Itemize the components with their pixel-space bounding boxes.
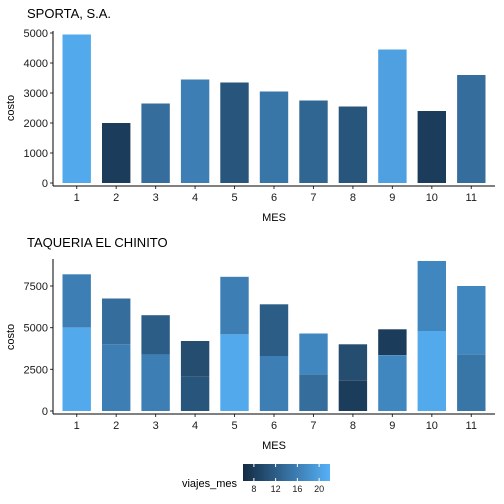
bar-mes-1-seg-1: [62, 327, 91, 411]
y-tick-label: 0: [42, 406, 48, 418]
panel-2: 1 2 3 4 5 6 7 8 9 10 11 0 2500 5000 7500: [24, 259, 495, 432]
bar-mes-5-seg-2: [220, 276, 249, 335]
x-tick-label: 2: [113, 192, 119, 204]
bar-mes-1-seg-2: [62, 274, 91, 328]
bar-mes-9-seg-1: [378, 49, 407, 183]
bar-mes-10-seg-2: [417, 261, 446, 331]
x-tick-label: 9: [389, 192, 395, 204]
panel1-ylabel: costo: [5, 95, 17, 121]
bar-mes-6-seg-2: [259, 304, 289, 356]
bar-mes-11-seg-1: [457, 75, 486, 183]
x-tick-label: 6: [271, 420, 277, 432]
x-tick-label: 8: [350, 192, 356, 204]
y-tick-label: 4000: [24, 58, 48, 70]
bar-mes-5-seg-1: [220, 82, 249, 183]
bar-mes-2-seg-2: [102, 298, 131, 345]
legend-tick-label: 12: [271, 484, 281, 494]
x-tick-label: 2: [113, 420, 119, 432]
x-tick-label: 6: [271, 192, 277, 204]
y-tick-label: 2500: [24, 364, 48, 376]
x-tick-label: 1: [74, 420, 80, 432]
panel-1: 1 2 3 4 5 6 7 8 9 10 11 0 1000 2000 3000 4000 5000: [24, 28, 495, 204]
bar-mes-4-seg-1: [180, 79, 210, 183]
bar-mes-9-seg-2: [378, 329, 407, 356]
bar-mes-11-seg-2: [457, 286, 486, 355]
panel1-title: SPORTA, S.A.: [27, 6, 111, 21]
bar-mes-1-seg-1: [62, 34, 91, 183]
x-tick-label: 4: [192, 192, 198, 204]
x-tick-label: 9: [389, 420, 395, 432]
legend-title: viajes_mes: [182, 478, 238, 490]
x-tick-label: 5: [231, 192, 237, 204]
x-tick-label: 10: [426, 420, 438, 432]
y-tick-label: 1000: [24, 148, 48, 160]
bar-mes-2-seg-1: [102, 344, 131, 411]
bar-mes-5-seg-1: [220, 334, 249, 411]
x-tick-label: 10: [426, 192, 438, 204]
y-tick-label: 5000: [24, 323, 48, 335]
legend-tick-label: 16: [292, 484, 302, 494]
y-tick-label: 2000: [24, 118, 48, 130]
bar-mes-3-seg-1: [141, 354, 170, 411]
panel2-xlabel: MES: [262, 440, 286, 452]
x-tick-label: 11: [466, 420, 477, 432]
bar-mes-3-seg-2: [141, 315, 170, 355]
bar-mes-3-seg-1: [141, 103, 170, 183]
y-tick-label: 0: [42, 178, 48, 190]
bar-mes-8-seg-2: [338, 344, 368, 381]
y-tick-label: 5000: [24, 28, 48, 40]
bar-mes-7-seg-1: [299, 100, 328, 183]
legend-tick-label: 8: [251, 484, 256, 494]
panel1-xlabel: MES: [262, 212, 286, 224]
x-tick-label: 8: [350, 420, 356, 432]
bar-mes-6-seg-1: [259, 356, 289, 411]
bar-mes-11-seg-1: [457, 354, 486, 411]
bar-mes-7-seg-2: [299, 333, 328, 375]
panel2-title: TAQUERIA EL CHINITO: [27, 235, 168, 250]
x-tick-label: 1: [74, 192, 80, 204]
x-tick-label: 3: [153, 420, 159, 432]
bar-mes-9-seg-1: [378, 355, 407, 411]
bar-mes-10-seg-1: [417, 331, 446, 411]
panel2-ylabel: costo: [5, 324, 17, 350]
x-tick-label: 4: [192, 420, 198, 432]
legend: 8 12 16 20: [243, 464, 330, 494]
x-tick-label: 7: [310, 192, 316, 204]
x-tick-label: 3: [153, 192, 159, 204]
bar-mes-8-seg-1: [338, 380, 368, 411]
x-tick-label: 7: [310, 420, 316, 432]
bar-mes-7-seg-1: [299, 374, 328, 411]
bar-mes-4-seg-1: [180, 376, 210, 411]
y-tick-label: 3000: [24, 88, 48, 100]
legend-colorbar: [243, 464, 330, 481]
y-tick-label: 7500: [24, 281, 48, 293]
legend-tick-label: 20: [314, 484, 324, 494]
bar-mes-8-seg-1: [338, 106, 368, 183]
x-tick-label: 11: [466, 192, 477, 204]
bar-mes-2-seg-1: [102, 123, 131, 183]
x-tick-label: 5: [231, 420, 237, 432]
bar-mes-10-seg-1: [417, 111, 446, 183]
bar-mes-4-seg-2: [180, 341, 210, 377]
bar-mes-6-seg-1: [259, 91, 289, 183]
